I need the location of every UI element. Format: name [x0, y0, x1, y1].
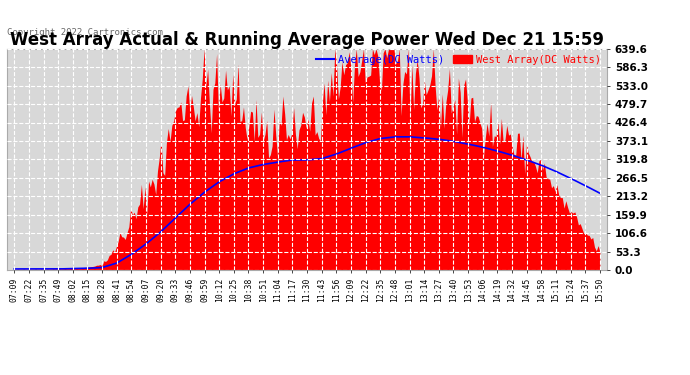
Text: Copyright 2022 Cartronics.com: Copyright 2022 Cartronics.com	[7, 28, 163, 37]
Title: West Array Actual & Running Average Power Wed Dec 21 15:59: West Array Actual & Running Average Powe…	[10, 31, 604, 49]
Legend: Average(DC Watts), West Array(DC Watts): Average(DC Watts), West Array(DC Watts)	[315, 54, 602, 66]
